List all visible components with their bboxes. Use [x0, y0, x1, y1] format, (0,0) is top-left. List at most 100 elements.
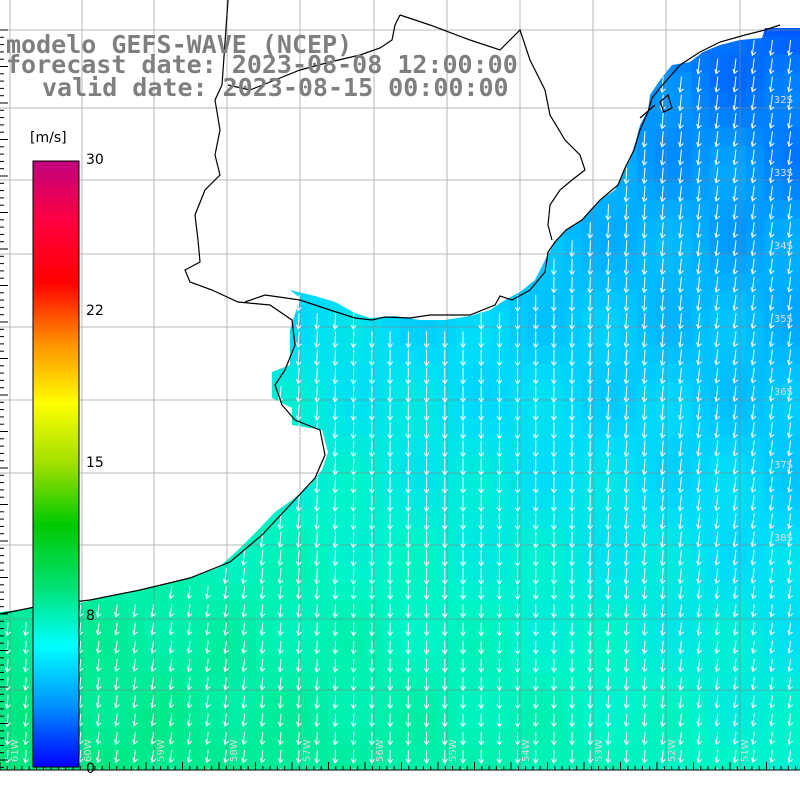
wind-arrow — [587, 731, 594, 746]
wind-arrow — [569, 440, 575, 458]
lon-label: 57W — [302, 739, 313, 762]
wind-arrow — [96, 658, 102, 673]
wind-arrow — [587, 276, 594, 294]
wind-arrow — [405, 658, 412, 673]
wind-arrow — [659, 112, 666, 130]
wind-arrow — [387, 349, 394, 367]
wind-arrow — [732, 203, 739, 220]
wind-arrow — [587, 440, 594, 458]
lon-label: 60W — [83, 739, 94, 762]
wind-arrow — [696, 203, 702, 221]
wind-arrow — [532, 367, 539, 385]
wind-arrow — [696, 94, 702, 111]
wind-arrow — [696, 622, 703, 637]
wind-arrow — [732, 495, 739, 512]
wind-arrow — [460, 640, 466, 655]
wind-arrow — [678, 476, 684, 494]
wind-arrow — [641, 531, 648, 549]
wind-arrow — [132, 658, 138, 673]
wind-arrow — [478, 513, 485, 531]
wind-arrow — [423, 658, 430, 673]
wind-arrow — [350, 567, 357, 585]
wind-arrow — [550, 513, 557, 531]
wind-arrow — [478, 568, 485, 585]
wind-arrow — [714, 422, 721, 439]
wind-arrow — [696, 695, 703, 709]
wind-arrow — [259, 622, 266, 637]
wind-arrow — [769, 203, 775, 220]
wind-arrow — [769, 604, 775, 618]
wind-arrow — [241, 731, 248, 746]
wind-arrow — [168, 658, 175, 673]
wind-arrow — [732, 149, 739, 166]
wind-arrow — [295, 313, 302, 330]
wind-arrow — [259, 549, 266, 567]
wind-arrow — [678, 713, 685, 728]
wind-arrow — [769, 149, 775, 166]
wind-arrow — [514, 749, 521, 764]
wind-arrow — [732, 404, 739, 421]
wind-arrow — [259, 749, 266, 764]
wind-arrow — [460, 695, 466, 710]
wind-arrow — [514, 531, 521, 549]
wind-arrow — [696, 294, 702, 312]
wind-arrow — [750, 422, 757, 439]
wind-arrow — [241, 677, 248, 691]
wind-arrow — [296, 658, 302, 673]
wind-arrow — [23, 731, 29, 746]
wind-arrow — [478, 404, 485, 422]
wind-arrow — [387, 495, 394, 513]
wind-arrow — [460, 622, 466, 637]
wind-arrow — [132, 731, 138, 745]
wind-arrow — [405, 440, 412, 458]
wind-arrow — [295, 331, 302, 349]
wind-arrow — [114, 640, 120, 654]
wind-arrow — [732, 240, 739, 257]
wind-arrow — [314, 731, 321, 746]
wind-arrow — [623, 640, 630, 655]
wind-arrow — [114, 677, 120, 691]
wind-arrow — [551, 622, 557, 637]
wind-arrow — [405, 349, 412, 367]
wind-arrow — [750, 258, 757, 275]
wind-arrow — [460, 750, 466, 764]
wind-arrow — [496, 440, 503, 458]
wind-arrow — [787, 385, 793, 402]
wind-arrow — [441, 750, 448, 764]
wind-arrow — [623, 586, 630, 600]
wind-arrow — [714, 167, 721, 184]
wind-arrow — [696, 495, 702, 512]
wind-arrow — [678, 658, 685, 673]
wind-arrow — [605, 331, 612, 349]
wind-arrow — [332, 458, 339, 476]
wind-arrow — [787, 640, 794, 654]
wind-arrow — [569, 349, 575, 367]
wind-arrow — [678, 440, 684, 458]
wind-arrow — [368, 476, 375, 494]
wind-arrow — [405, 531, 412, 549]
wind-arrow — [750, 440, 757, 457]
wind-arrow — [769, 567, 775, 584]
wind-arrow — [678, 495, 684, 512]
wind-arrow — [696, 240, 702, 257]
wind-arrow — [150, 749, 157, 764]
wind-arrow — [441, 531, 448, 549]
wind-arrow — [332, 677, 339, 692]
wind-arrow — [623, 531, 630, 549]
wind-arrow — [96, 695, 102, 709]
wind-arrow — [605, 622, 612, 637]
lat-label: 34S — [774, 241, 793, 252]
wind-arrow — [4, 622, 11, 637]
wind-arrow — [696, 131, 702, 148]
wind-arrow — [587, 640, 594, 655]
wind-arrow — [769, 549, 775, 566]
wind-arrow — [514, 713, 521, 728]
wind-arrow — [732, 276, 739, 293]
wind-arrow — [587, 349, 594, 367]
wind-arrow — [732, 167, 739, 184]
wind-arrow — [769, 640, 775, 654]
wind-arrow — [114, 622, 120, 636]
wind-arrow — [623, 422, 630, 440]
wind-arrow — [241, 567, 247, 585]
wind-arrow — [423, 458, 430, 476]
